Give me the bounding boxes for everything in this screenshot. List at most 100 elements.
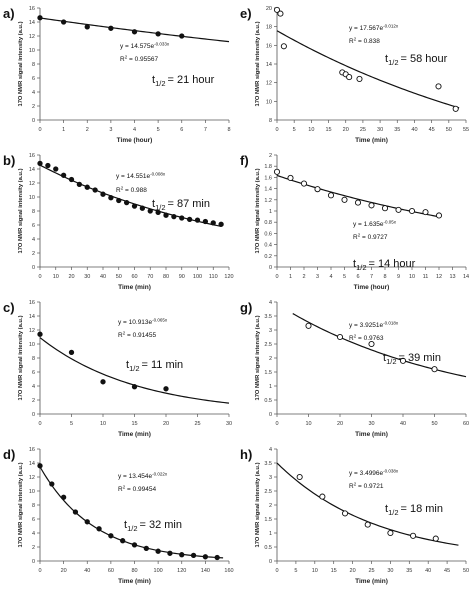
data-point: [368, 340, 375, 348]
x-tick-label: 0: [275, 127, 278, 133]
data-point: [273, 6, 281, 13]
y-tick-label: 16: [29, 447, 35, 453]
y-tick-label: 4: [32, 384, 35, 390]
r-squared-symbol: R: [349, 483, 354, 490]
panel-e: e) 0 5 10 15 20 25 30 35 40 45 50 55 8 10 12 14 16 18 20 Tim…: [240, 6, 469, 144]
x-tick-label: 30: [84, 274, 90, 280]
x-tick-label: 40: [84, 568, 90, 574]
half-life-subscript: 1/2: [155, 203, 165, 212]
half-life-value: = 18 min: [401, 503, 444, 515]
half-life-value: = 21 hour: [168, 74, 215, 86]
panel-label: g): [240, 300, 252, 315]
y-tick-label: 0: [32, 559, 35, 565]
panel-g: g) 0 10 20 30 40 50 60 0 0.5 1 1.5 2 2.5 3 3.5 4 Time (mi…: [240, 300, 469, 438]
panel-h: h) 0 5 10 15 20 25 30 35 40 45 50 0 0.5 1 1.5 2 2.5 3 3.5 4 T…: [240, 447, 469, 585]
r-squared: R2 = 0.838: [349, 37, 380, 46]
x-tick-label: 3: [316, 274, 319, 280]
data-point: [410, 532, 417, 539]
y-tick-label: 8: [269, 118, 272, 124]
x-tick-label: 5: [293, 127, 296, 133]
data-point: [422, 209, 429, 216]
x-tick-label: 2: [302, 274, 305, 280]
data-point: [100, 191, 106, 197]
x-tick-label: 5: [294, 568, 297, 574]
data-point: [37, 463, 43, 469]
fit-equation: y = 1.635e-0.05x: [353, 220, 397, 229]
data-point: [280, 43, 287, 50]
fit-equation-base: y = 1.635e: [353, 221, 384, 228]
y-tick-label: 16: [29, 153, 35, 159]
fit-equation-base: y = 3.9251e: [349, 322, 384, 329]
y-tick-label: 1: [269, 384, 272, 390]
data-point: [37, 331, 43, 337]
panel-f: f)0 1 2 3 4 5 6 7 8 9 10 11 12 13 1400.20.40.60.811.21…: [240, 153, 469, 291]
r-squared: R2 = 0.9763: [349, 334, 384, 343]
half-life-symbol: t: [152, 198, 155, 210]
data-point: [273, 168, 281, 175]
x-tick-label: 30: [368, 421, 374, 427]
r-squared-value: = 0.91455: [125, 332, 156, 339]
x-tick-label: 40: [411, 127, 417, 133]
data-point: [49, 481, 55, 487]
x-tick-label: 40: [425, 568, 431, 574]
x-tick-label: 4: [133, 127, 136, 133]
x-tick-label: 160: [224, 568, 233, 574]
y-tick-label: 2: [269, 503, 272, 509]
x-tick-label: 5: [157, 127, 160, 133]
x-tick-label: 45: [444, 568, 450, 574]
data-point: [120, 538, 126, 544]
r-squared: R2 = 0.99454: [118, 485, 157, 494]
data-point: [432, 535, 439, 542]
data-point: [210, 220, 216, 226]
half-life-symbol: t: [385, 503, 388, 515]
x-tick-label: 3: [109, 127, 112, 133]
fit-equation: y = 10.913e-0.065x: [118, 318, 168, 327]
half-life-symbol: t: [383, 352, 386, 364]
y-axis-label: 17O NMR signal intensity (a.u.): [18, 462, 24, 547]
x-tick-label: 11: [423, 274, 429, 280]
x-tick-label: 110: [209, 274, 218, 280]
y-tick-label: 0: [32, 118, 35, 124]
data-point: [76, 181, 83, 188]
data-point: [60, 494, 67, 500]
data-point: [431, 366, 438, 373]
half-life-symbol: t: [152, 74, 155, 86]
data-point: [60, 172, 67, 178]
panel-label: h): [240, 447, 252, 462]
x-tick-label: 10: [53, 274, 59, 280]
half-life-subscript: 1/2: [155, 79, 165, 88]
data-point: [341, 196, 348, 203]
x-tick-label: 30: [226, 421, 232, 427]
r-squared-superscript: 2: [123, 485, 126, 490]
panel-label: e): [240, 6, 252, 21]
x-tick-label: 0: [275, 274, 278, 280]
y-tick-label: 12: [29, 181, 35, 187]
data-point: [155, 548, 161, 554]
half-life-value: = 87 min: [168, 198, 211, 210]
y-tick-label: 4: [32, 90, 35, 96]
r-squared-value: = 0.838: [356, 38, 380, 45]
x-tick-label: 10: [409, 274, 415, 280]
x-tick-label: 60: [108, 568, 114, 574]
y-tick-label: 6: [32, 76, 35, 82]
y-tick-label: 20: [266, 6, 272, 12]
x-tick-label: 120: [224, 274, 233, 280]
axes: [276, 155, 466, 268]
data-point: [186, 216, 193, 223]
data-point: [179, 215, 185, 221]
y-tick-label: 1.5: [264, 517, 272, 523]
data-point: [327, 192, 335, 199]
panel-label: a): [3, 6, 15, 21]
y-tick-label: 8: [32, 356, 35, 362]
y-tick-label: 2: [269, 356, 272, 362]
r-squared: R2 = 0.95567: [120, 55, 159, 64]
data-point: [100, 379, 106, 385]
x-axis-label: Time (hour): [117, 137, 153, 144]
half-life-label: t1/2 = 58 hour: [385, 53, 448, 67]
y-tick-label: 6: [32, 517, 35, 523]
data-point: [84, 24, 90, 30]
x-tick-label: 60: [131, 274, 137, 280]
x-tick-label: 9: [397, 274, 400, 280]
fit-equation-base: y = 14.575e: [120, 43, 155, 50]
